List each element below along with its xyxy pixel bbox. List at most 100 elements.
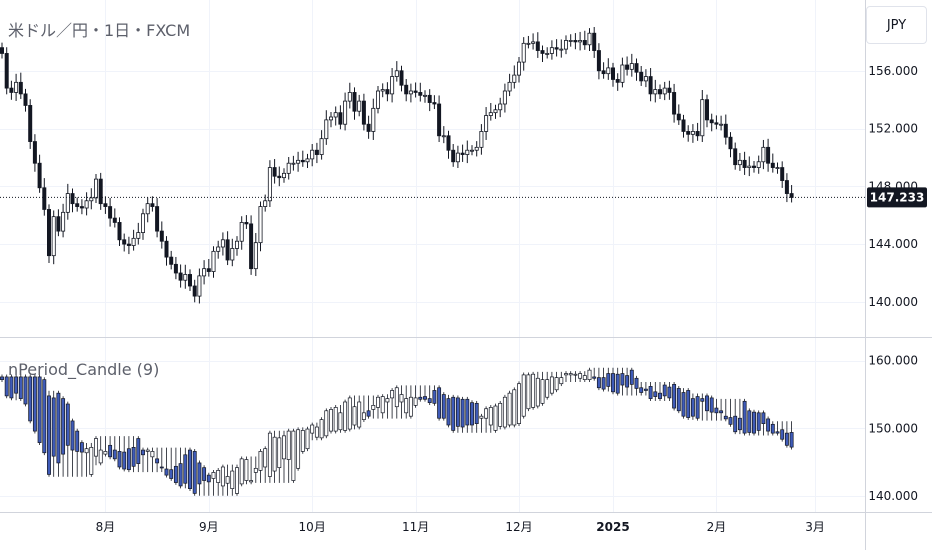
- indicator-candle: [103, 436, 108, 457]
- indicator-body: [0, 376, 4, 380]
- price-candle: [286, 157, 291, 180]
- time-tick-label: 2025: [596, 520, 629, 534]
- candle-body: [512, 74, 517, 83]
- candle-body: [742, 159, 747, 168]
- indicator-body: [155, 458, 160, 464]
- symbol-title[interactable]: 米ドル／円・1日・FXCM: [8, 21, 190, 40]
- price-candle: [159, 221, 164, 249]
- indicator-candle: [79, 440, 84, 477]
- candle-body: [596, 50, 601, 72]
- price-candle: [155, 198, 160, 238]
- indicator-body: [540, 379, 545, 404]
- price-candle: [756, 155, 761, 174]
- price-candle: [281, 168, 286, 183]
- candle-body: [639, 71, 644, 82]
- indicator-body: [676, 388, 681, 412]
- indicator-axis[interactable]: 160.000 150.000 140.000: [868, 354, 918, 503]
- indicator-candle: [371, 395, 376, 419]
- indicator-body: [47, 395, 51, 475]
- candle-body: [737, 159, 742, 166]
- current-price-value: 147.233: [870, 190, 925, 204]
- candle-body: [155, 206, 160, 232]
- indicator-body: [695, 396, 700, 419]
- candle-body: [18, 81, 23, 95]
- indicator-candle: [65, 401, 70, 477]
- price-candle: [324, 110, 329, 145]
- indicator-candle: [686, 388, 691, 420]
- indicator-body: [643, 388, 648, 391]
- indicator-candle: [596, 367, 601, 391]
- price-candle: [230, 238, 235, 267]
- indicator-body: [761, 412, 766, 424]
- indicator-body: [399, 394, 404, 403]
- indicator-title[interactable]: nPeriod_Candle (9): [8, 360, 159, 380]
- currency-button[interactable]: JPY: [866, 6, 927, 44]
- indicator-candle: [37, 374, 42, 445]
- indicator-candle: [582, 371, 587, 382]
- price-candle: [296, 151, 301, 172]
- candle-body: [380, 89, 385, 92]
- candle-body: [122, 239, 127, 245]
- indicator-candle: [230, 464, 235, 496]
- candle-body: [206, 268, 211, 272]
- indicator-candle: [568, 371, 573, 382]
- indicator-body: [14, 376, 19, 394]
- indicator-candle: [108, 436, 113, 460]
- indicator-candle: [611, 367, 615, 395]
- indicator-body: [220, 466, 225, 487]
- price-candle: [347, 82, 352, 109]
- price-candle: [531, 33, 536, 50]
- indicator-candle: [545, 371, 550, 400]
- indicator-body: [615, 373, 620, 394]
- price-candle: [380, 83, 385, 98]
- indicator-body: [65, 403, 70, 446]
- price-candle: [352, 87, 357, 120]
- price-candle: [634, 58, 639, 81]
- candle-body: [681, 119, 686, 132]
- indicator-body: [314, 426, 319, 438]
- indicator-body: [173, 465, 178, 483]
- price-candle: [667, 80, 672, 100]
- indicator-body: [324, 410, 329, 437]
- indicator-candle: [756, 410, 761, 436]
- indicator-body: [98, 449, 103, 464]
- candle-body: [371, 107, 376, 132]
- indicator-candle: [56, 390, 61, 477]
- time-axis[interactable]: 8月 9月 10月 11月 12月 2025 2月 3月: [96, 520, 825, 534]
- price-candle: [249, 215, 254, 275]
- indicator-tick-label: 140.000: [868, 489, 918, 503]
- indicator-body: [310, 424, 315, 434]
- indicator-body: [592, 376, 597, 379]
- indicator-body: [549, 376, 554, 394]
- price-candle: [441, 126, 446, 144]
- time-tick-label: 8月: [96, 520, 116, 534]
- candle-body: [432, 102, 437, 105]
- price-candle: [178, 264, 183, 288]
- indicator-candle: [747, 408, 752, 436]
- indicator-body: [84, 448, 89, 454]
- candle-body: [399, 70, 404, 86]
- indicator-body: [239, 458, 244, 485]
- indicator-candle: [498, 400, 503, 430]
- candle-body: [606, 67, 611, 75]
- indicator-body: [108, 444, 113, 458]
- indicator-body: [32, 376, 37, 432]
- candle-body: [211, 250, 216, 272]
- indicator-body: [455, 397, 460, 427]
- price-candle: [126, 236, 131, 255]
- price-candle: [573, 33, 578, 50]
- indicator-body: [263, 448, 268, 468]
- indicator-candle: [554, 371, 559, 393]
- price-candle: [61, 203, 66, 238]
- price-candles[interactable]: [0, 27, 794, 304]
- price-candle: [79, 199, 84, 215]
- price-candle: [709, 113, 714, 132]
- price-tick-label: 156.000: [868, 64, 918, 78]
- indicator-candles[interactable]: [0, 367, 794, 496]
- candle-body: [658, 89, 663, 95]
- price-candle: [615, 73, 620, 91]
- candle-body: [437, 103, 442, 137]
- indicator-body: [122, 451, 127, 470]
- indicator-candle: [493, 403, 498, 433]
- indicator-candle: [780, 421, 785, 442]
